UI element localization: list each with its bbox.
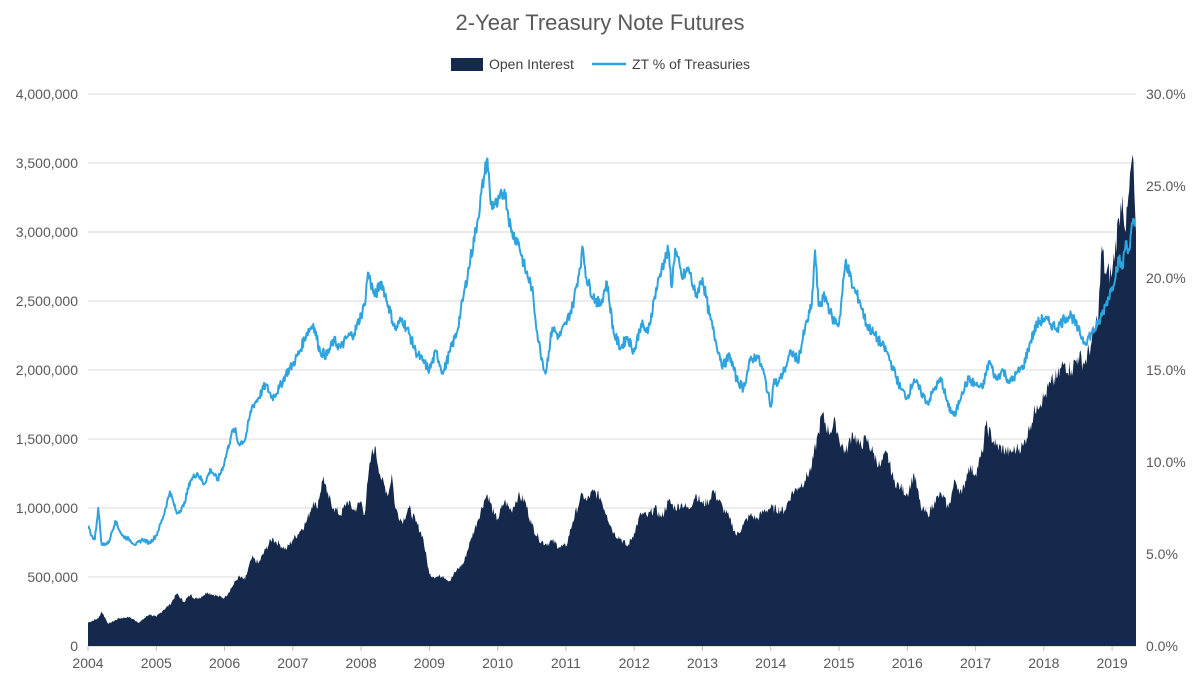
x-tick-label: 2014 [755,655,786,671]
y-left-tick-label: 1,000,000 [16,500,78,516]
y-right-tick-label: 10.0% [1146,454,1186,470]
x-tick-label: 2008 [346,655,377,671]
y-left-tick-label: 1,500,000 [16,431,78,447]
legend-label-zt-pct: ZT % of Treasuries [632,56,750,72]
open-interest-area [88,154,1136,646]
zt-percent-line [87,157,1136,547]
legend-label-open-interest: Open Interest [489,56,574,72]
x-tick-label: 2009 [414,655,445,671]
x-tick-label: 2011 [551,655,581,671]
y-left-tick-label: 0 [70,638,78,654]
y-left-tick-label: 3,000,000 [16,224,78,240]
y-left-tick-label: 4,000,000 [16,86,78,102]
y-right-tick-label: 5.0% [1146,546,1178,562]
y-left-tick-label: 2,500,000 [16,293,78,309]
x-tick-label: 2016 [892,655,923,671]
open-interest-area-layer [88,154,1136,646]
x-tick-label: 2005 [141,655,172,671]
x-axis: 2004 2005 2006 2007 2008 2009 2010 2011 2012 2013… [72,646,1128,671]
zt-percent-line-layer [87,157,1136,547]
x-tick-label: 2018 [1028,655,1059,671]
x-tick-label: 2006 [209,655,240,671]
x-tick-label: 2015 [823,655,854,671]
legend-swatch-open-interest [451,58,483,71]
y-left-tick-label: 2,000,000 [16,362,78,378]
y-left-tick-label: 500,000 [27,569,78,585]
x-tick-label: 2004 [72,655,103,671]
y-left-tick-label: 3,500,000 [16,155,78,171]
y-axis-left: 0 500,000 1,000,000 1,500,000 2,000,000 2,500… [16,86,79,654]
y-right-tick-label: 20.0% [1146,270,1186,286]
x-tick-label: 2019 [1097,655,1128,671]
chart-title: 2-Year Treasury Note Futures [456,10,745,35]
y-right-tick-label: 15.0% [1146,362,1186,378]
x-tick-label: 2013 [687,655,718,671]
y-right-tick-label: 25.0% [1146,178,1186,194]
y-right-tick-label: 30.0% [1146,86,1186,102]
x-tick-label: 2017 [960,655,991,671]
y-right-tick-label: 0.0% [1146,638,1178,654]
legend: Open Interest ZT % of Treasuries [451,56,750,72]
x-tick-label: 2010 [482,655,513,671]
x-tick-label: 2007 [277,655,308,671]
y-axis-right: 0.0% 5.0% 10.0% 15.0% 20.0% 25.0% 30.0% [1146,86,1186,654]
x-tick-label: 2012 [619,655,650,671]
